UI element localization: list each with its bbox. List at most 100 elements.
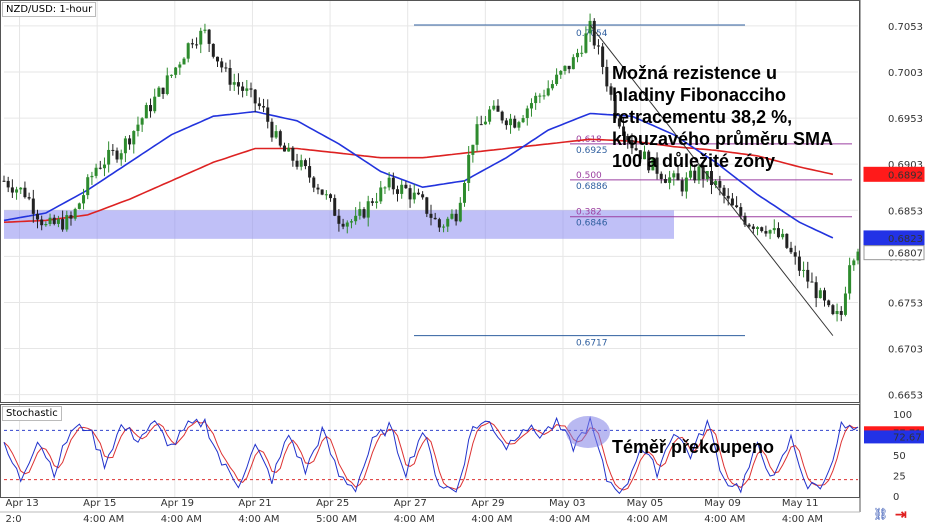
candle-body [123,138,127,154]
candle-body [517,122,521,128]
price-tick-label: 0.6953 [888,114,923,125]
main-panel-border [0,0,860,403]
candle-body [626,135,630,140]
candle-body [542,95,546,97]
price-tick-label: 0.6853 [888,206,923,217]
candle-body [806,269,810,282]
candle-body [94,167,98,176]
candle-body [672,173,676,178]
time-label: 4:00 AM [704,514,745,525]
candle-body [358,209,362,216]
fib-value-label: 0.6886 [576,182,608,192]
overbought-annotation: Téměř překoupeno [612,437,775,457]
stochastic-title: Stochastic [2,406,62,421]
candle-body [437,219,441,228]
candle-body [592,20,596,46]
candle-body [211,43,215,57]
candle-body [718,181,722,188]
candle-body [400,184,404,194]
candle-body [818,290,822,299]
candle-body [362,209,366,218]
candle-body [843,293,847,315]
candle-body [442,226,446,228]
candle-body [471,144,475,155]
candle-body [416,192,420,195]
stochastic-tick-label: 0 [893,492,899,503]
candle-body [396,189,400,194]
candle-body [73,208,77,219]
candle-body [370,201,374,203]
candle-body [236,82,240,87]
candle-body [15,189,19,193]
stochastic-k-line [3,415,859,495]
price-tag-label: 0.6892 [888,170,923,181]
candle-body [136,124,140,132]
time-label: 4:00 AM [161,514,202,525]
fib-value-label: 0.6846 [576,219,608,229]
fib-value-label: 0.7054 [576,29,608,39]
candle-body [241,86,245,91]
candle-body [776,228,780,238]
candle-body [10,187,14,193]
candle-body [324,194,328,196]
link-icon[interactable]: ⛓ [873,507,889,521]
candle-body [153,96,157,112]
candle-body [295,160,299,167]
candle-body [165,75,169,94]
candle-body [831,305,835,315]
candle-body [312,177,316,188]
candle-body [647,151,651,171]
date-label: Apr 15 [83,498,116,509]
candle-body [425,197,429,214]
candle-body [115,150,119,160]
candle-body [48,217,52,224]
candle-body [764,231,768,234]
candle-body [56,219,60,224]
chart-frame [0,0,861,513]
candle-body [496,105,500,112]
fib-ratio-label: 0.382 [576,208,602,218]
candle-body [98,167,102,169]
candle-body [643,151,646,160]
candle-body [337,215,341,224]
candle-body [190,43,194,45]
date-label: May 11 [782,498,819,509]
candle-body [19,187,23,190]
candle-body [634,148,638,151]
candle-body [408,188,412,200]
moving-averages [3,110,834,239]
candle-body [743,215,747,225]
time-axis: Apr 13 2:0 Apr 15 4:00 AM Apr 19 4:00 AM Apr 2… [6,498,823,525]
candle-body [6,180,10,188]
candle-body [638,150,642,160]
candle-body [479,124,483,126]
candle-body [559,70,563,75]
candle-body [178,64,182,68]
price-tag [863,245,925,261]
time-label: 4:00 AM [83,514,124,525]
candle-body [701,166,705,180]
candle-body [852,260,856,266]
candle-body [726,195,730,199]
candle-body [349,221,353,223]
candle-body [220,61,224,68]
stochastic-tick-label: 50 [893,451,906,462]
price-tick-label: 0.7003 [888,68,923,79]
date-label: May 09 [704,498,741,509]
candle-body [245,88,249,91]
candle-body [228,68,232,85]
annotation-line: Možná rezistence u [612,63,778,83]
candle-body [856,251,860,261]
candle-body [756,227,760,229]
fib-ratio-label: 0.500 [576,171,602,181]
candle-body [90,175,94,178]
candle-body [266,107,270,122]
forward-arrow-icon[interactable]: ⇥ [895,506,907,522]
candle-body [630,139,634,149]
candle-body [576,52,580,58]
candle-body [44,223,48,226]
resistance-annotation: Možná rezistence u hladiny Fibonacciho r… [612,62,862,172]
candle-body [659,173,663,180]
price-tick-label: 0.6753 [888,298,923,309]
